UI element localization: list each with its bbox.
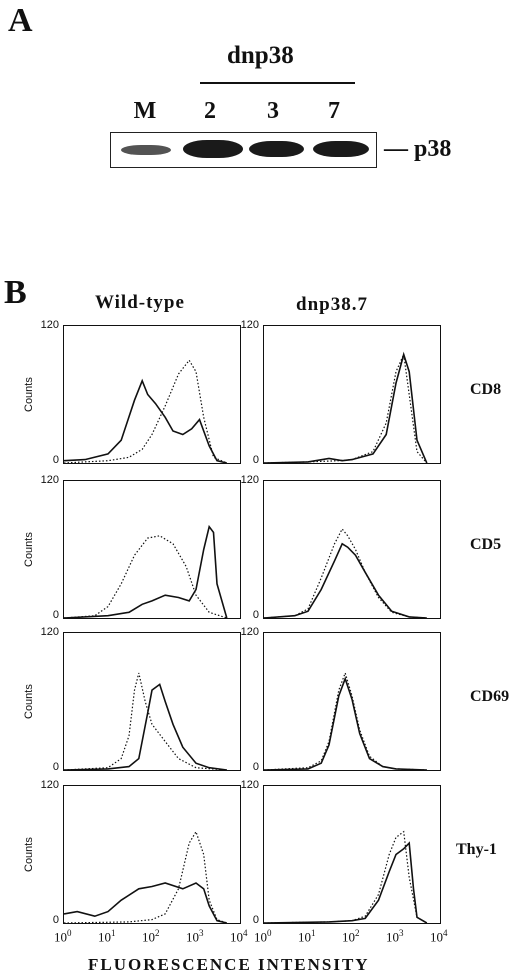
row-label-cd8: CD8 [470,381,502,398]
panel-b-letter: B [4,274,27,311]
solid-series-line [264,542,427,618]
row-label-thy-1: Thy-1 [456,841,497,858]
dotted-series-line [264,830,428,923]
y-tick-120: 120 [240,319,259,331]
y-axis-label-counts: Counts [23,836,35,872]
x-tick-label: 101 [298,928,316,945]
row-label-cd69: CD69 [470,688,510,705]
dotted-series-line [64,359,228,463]
band-lane-3 [249,141,304,157]
histogram-cd5-wild-type [63,480,241,619]
y-tick-0: 0 [252,914,259,926]
column-header-wild-type: Wild-type [95,292,185,313]
dotted-series-line [264,352,428,463]
y-tick-0: 0 [252,761,259,773]
dotted-series-line [64,672,227,770]
x-tick-label: 104 [230,928,248,945]
y-tick-120: 120 [240,626,259,638]
x-tick-label: 102 [342,928,360,945]
dnp38-group-label: dnp38 [227,42,294,69]
x-tick-label: 101 [98,928,116,945]
histogram-cd69-wild-type [63,632,241,771]
y-tick-120: 120 [40,319,59,331]
x-tick-label: 102 [142,928,160,945]
dotted-series-line [64,830,227,923]
solid-series-line [64,378,227,463]
y-tick-120: 120 [40,779,59,791]
y-tick-120: 120 [40,474,59,486]
column-header-dnp38-7: dnp38.7 [296,294,368,315]
p38-band-label: — p38 [384,136,452,162]
y-tick-120: 120 [240,474,259,486]
solid-series-line [64,882,227,923]
x-tick-label: 104 [430,928,448,945]
dotted-series-line [64,535,227,618]
y-tick-0: 0 [52,454,59,466]
solid-series-line [264,676,427,770]
dotted-series-line [264,671,427,770]
y-tick-0: 0 [52,914,59,926]
solid-series-line [264,841,428,923]
x-tick-label: 100 [254,928,272,945]
y-tick-120: 120 [40,626,59,638]
dnp38-group-line [200,82,355,84]
row-label-cd5: CD5 [470,536,502,553]
y-axis-label-counts: Counts [23,683,35,719]
lane-label-3: 3 [267,98,279,124]
y-tick-0: 0 [252,454,259,466]
histogram-cd8-wild-type [63,325,241,464]
y-axis-label-counts: Counts [23,531,35,567]
dotted-series-line [264,527,427,618]
histogram-thy-1-dnp38-7 [263,785,441,924]
y-tick-0: 0 [52,761,59,773]
x-axis-title: FLUORESCENCE INTENSITY [88,955,370,974]
y-tick-120: 120 [240,779,259,791]
band-lane-2 [183,140,243,158]
histogram-cd5-dnp38-7 [263,480,441,619]
y-axis-label-counts: Counts [23,376,35,412]
x-tick-label: 103 [386,928,404,945]
western-blot-strip [110,132,377,168]
band-lane-7 [313,141,369,157]
x-tick-label: 103 [186,928,204,945]
histogram-cd69-dnp38-7 [263,632,441,771]
lane-label-m: M [133,98,157,124]
x-tick-label: 100 [54,928,72,945]
band-lane-m [121,145,171,155]
solid-series-line [64,683,227,770]
histogram-cd8-dnp38-7 [263,325,441,464]
solid-series-line [64,524,228,618]
lane-label-2: 2 [204,98,216,124]
y-tick-0: 0 [252,609,259,621]
y-tick-0: 0 [52,609,59,621]
histogram-thy-1-wild-type [63,785,241,924]
solid-series-line [264,351,428,463]
lane-label-7: 7 [328,98,340,124]
panel-a-letter: A [8,2,33,39]
